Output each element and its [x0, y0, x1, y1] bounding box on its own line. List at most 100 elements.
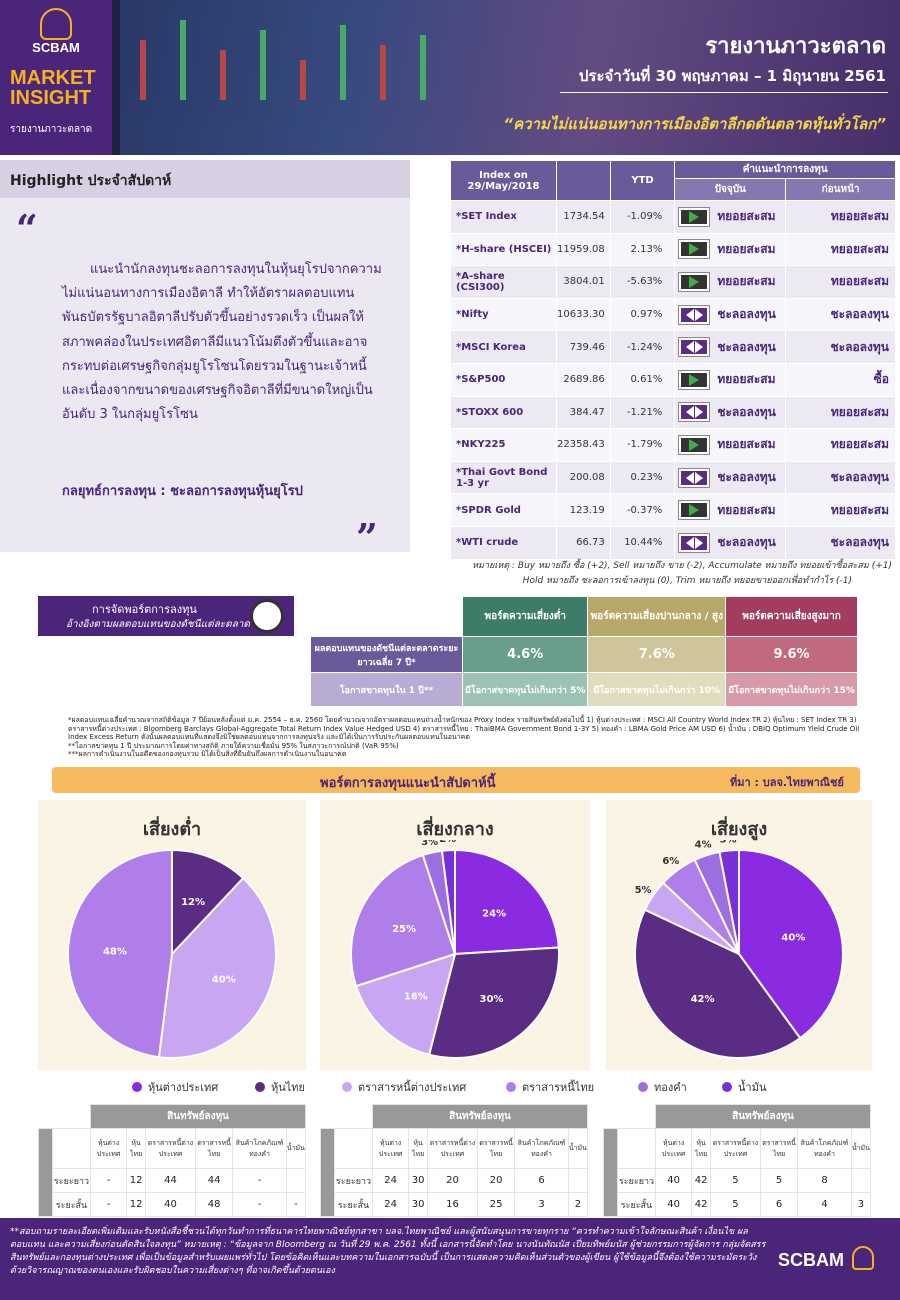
chart-decoration	[260, 30, 266, 100]
table-side-bar	[38, 1128, 53, 1217]
medium-risk-pie-chart: 24% 30% 16% 25% 3%2%	[350, 840, 560, 1059]
hold-icon	[678, 402, 711, 423]
table-note-line2: Hold หมายถึง ชะลอการเข้าลงทุน (0), Trim …	[522, 576, 852, 586]
index-row: *H-share (HSCEI) 11959.08 2.13% ทยอยสะสม ทยอ…	[449, 232, 896, 267]
pie-slice-label: 40%	[781, 932, 805, 943]
current-recommendation-label: ชะลอลงทุน	[717, 307, 776, 322]
asset-weight-cell: 5	[709, 1168, 761, 1193]
asset-weight-cell	[567, 1168, 589, 1193]
asset-weight-cell: 4	[797, 1192, 852, 1217]
current-recommendation: ชะลอลงทุน	[674, 330, 787, 364]
index-name: *MSCI Korea	[449, 330, 558, 364]
index-row: *A-share (CSI300) 3804.01 -5.63% ทยอยสะสม ทย…	[449, 265, 896, 299]
asset-column-header: หุ้นต่างประเทศ	[371, 1128, 410, 1169]
pie-slice	[354, 952, 457, 1056]
asset-column-header: หุ้นต่างประเทศ	[89, 1128, 128, 1169]
pie-slice	[718, 848, 740, 955]
pie-slice	[634, 908, 802, 1059]
index-value: 384.47	[556, 395, 611, 430]
table-side-bar	[603, 1128, 618, 1217]
report-footer	[0, 1218, 900, 1300]
highlight-body: แนะนำนักลงทุนชะลอการลงทุนในหุ้นยุโรปจากค…	[62, 262, 382, 423]
table-corner	[52, 1128, 91, 1169]
current-recommendation-label: ชะลอลงทุน	[717, 470, 776, 485]
asset-weight-cell: 6	[759, 1192, 799, 1217]
index-name: *NKY225	[449, 428, 558, 462]
previous-recommendation: ชะลอลงทุน	[785, 525, 896, 560]
allocation-title: การจัดพอร์ตการลงทุน	[92, 603, 197, 616]
chart-decoration	[220, 50, 226, 100]
index-value: 10633.30	[556, 297, 611, 332]
asset-weight-cell: 12	[126, 1168, 146, 1193]
open-quote-icon: “	[16, 206, 38, 251]
asset-column-header: ตราสารหนี้ไทย	[476, 1128, 516, 1169]
chart-decoration	[300, 60, 306, 100]
scbam-logo-icon	[40, 8, 72, 40]
index-name: *Thai Govt Bond 1-3 yr	[449, 460, 558, 495]
current-recommendation: ทยอยสะสม	[674, 265, 787, 299]
hold-icon	[678, 467, 711, 488]
asset-column-header: น้ำมัน	[285, 1128, 307, 1169]
asset-weight-cell: -	[232, 1192, 287, 1217]
play-icon	[678, 369, 711, 390]
index-row: *Thai Govt Bond 1-3 yr 200.08 0.23% ชะลอลงท…	[449, 460, 896, 495]
asset-weight-cell: 20	[476, 1168, 516, 1193]
asset-weight-cell: 16	[426, 1192, 478, 1217]
hold-icon	[678, 532, 711, 553]
asset-weight-cell: -	[89, 1192, 128, 1217]
previous-recommendation: ทยอยสะสม	[785, 428, 896, 462]
legend-label: ตราสารหนี้ต่างประเทศ	[358, 1081, 467, 1094]
highlight-header	[0, 160, 410, 198]
legend-thai-equity: หุ้นไทย	[255, 1078, 305, 1096]
horizon-label: ระยะสั้น	[52, 1192, 91, 1217]
legend-foreign-equity: หุ้นต่างประเทศ	[132, 1078, 218, 1096]
pie-slice	[171, 848, 245, 957]
legend-dot	[506, 1082, 516, 1092]
product-subtitle: รายงานภาวะตลาด	[10, 124, 93, 135]
asset-weight-cell: -	[89, 1168, 128, 1193]
table-side-bar	[320, 1128, 335, 1217]
index-ytd: 2.13%	[609, 232, 676, 267]
asset-weight-cell: -	[232, 1168, 287, 1193]
current-recommendation: ชะลอลงทุน	[674, 297, 787, 332]
asset-column-header: หุ้นไทย	[408, 1128, 428, 1169]
asset-weight-cell: 8	[797, 1168, 852, 1193]
pie-slice-label: 42%	[691, 994, 715, 1005]
index-value: 66.73	[556, 525, 611, 560]
gauge-icon	[250, 599, 284, 633]
medium-risk-return: 7.6%	[587, 636, 727, 673]
asset-weight-cell: 24	[371, 1168, 410, 1193]
brand-name: SCBAM	[32, 40, 80, 55]
table-corner	[310, 596, 463, 637]
footer-disclaimer: **สอบถามรายละเอียดเพิ่มเติมและรับหนังสือ…	[10, 1227, 766, 1276]
previous-recommendation: ทยอยสะสม	[785, 395, 896, 430]
investment-strategy: กลยุทธ์การลงทุน : ชะลอการลงทุนหุ้นยุโรป	[62, 484, 303, 499]
current-recommendation-label: ทยอยสะสม	[717, 241, 776, 256]
header-divider	[560, 92, 888, 93]
recommended-portfolio-title: พอร์ตการลงทุนแนะนำสัปดาห์นี้	[320, 776, 496, 791]
legend-label: ตราสารหนี้ไทย	[522, 1081, 595, 1094]
pie-slice-label: 16%	[404, 992, 428, 1003]
col-ytd-spacer	[556, 160, 611, 201]
asset-weight-cell: 44	[144, 1168, 196, 1193]
loss-row-label: โอกาสขาดทุนใน 1 ปี**	[310, 672, 463, 707]
current-recommendation: ทยอยสะสม	[674, 200, 787, 234]
pie-slice	[738, 848, 844, 1040]
legend-dot	[722, 1082, 732, 1092]
legend-dot	[638, 1082, 648, 1092]
col-index-header: Index on 29/May/2018	[449, 160, 558, 201]
asset-weight-cell: 3	[514, 1192, 569, 1217]
index-name: *S&P500	[449, 362, 558, 397]
asset-column-header: ตราสารหนี้ไทย	[194, 1128, 234, 1169]
high-risk-header: พอร์ตความเสี่ยงสูงมาก	[725, 596, 858, 637]
low-risk-loss: มีโอกาสขาดทุนไม่เกินกว่า 5%	[461, 672, 589, 707]
high-risk-return: 9.6%	[725, 636, 858, 673]
chart-decoration	[380, 45, 386, 100]
high-risk-pie-chart: 40% 42% 5% 6% 4% 3%	[634, 840, 844, 1059]
asset-allocation-table: สินทรัพย์ลงทุน หุ้นต่างประเทศ หุ้นไทย ตราสา…	[38, 1104, 307, 1217]
asset-weight-cell: 2	[567, 1192, 589, 1217]
asset-weight-cell: 6	[514, 1168, 569, 1193]
product-name-line1: MARKET	[10, 67, 96, 89]
asset-weight-cell: 3	[850, 1192, 872, 1217]
pie-slice-label: 3%	[421, 840, 438, 848]
